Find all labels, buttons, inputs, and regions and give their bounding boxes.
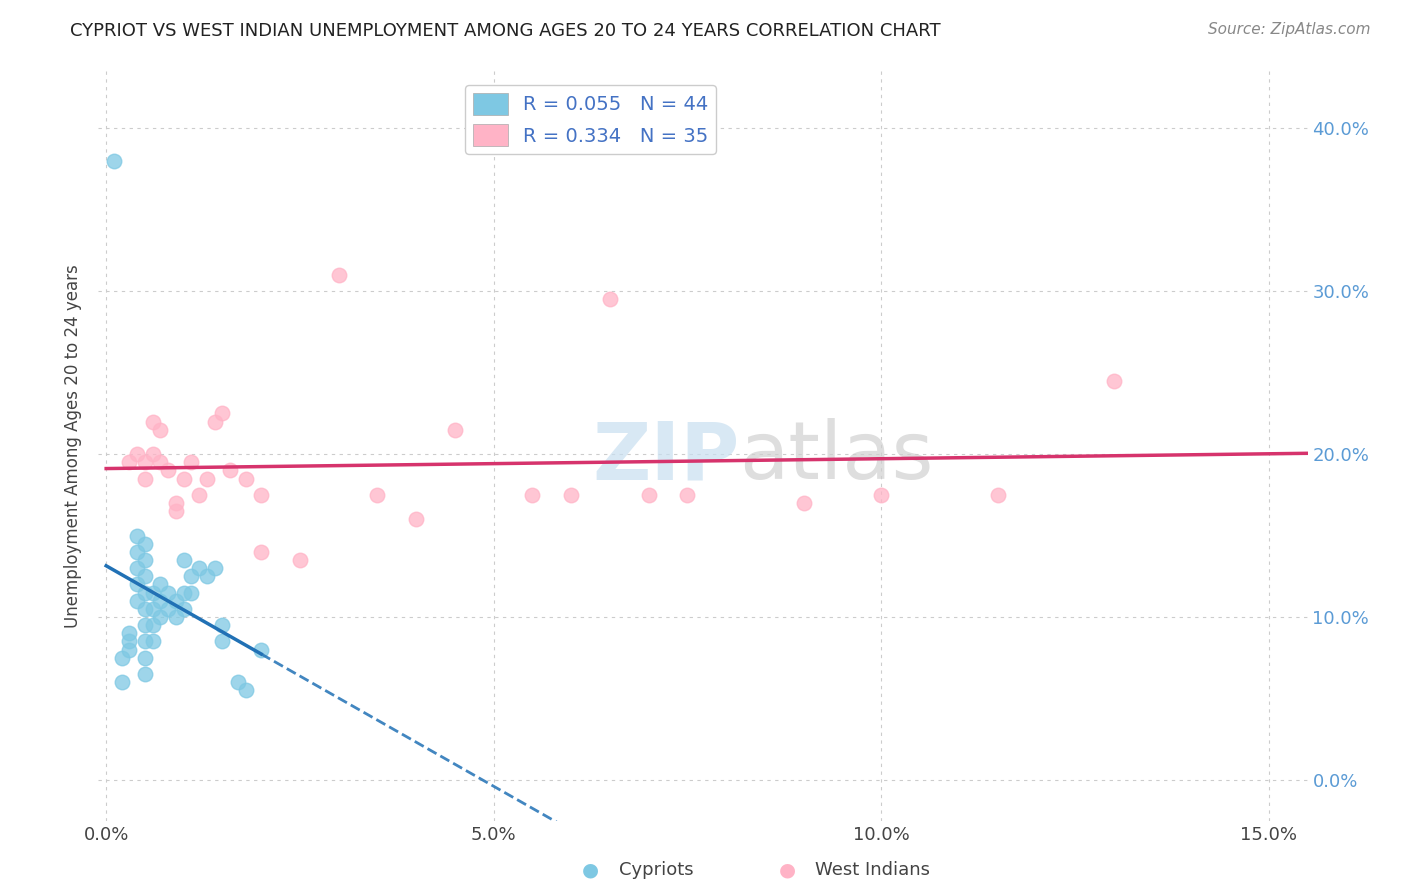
Point xyxy=(235,472,257,486)
Point xyxy=(134,569,156,583)
Text: Source: ZipAtlas.com: Source: ZipAtlas.com xyxy=(1208,22,1371,37)
Point xyxy=(219,463,242,477)
Point xyxy=(522,488,544,502)
Point xyxy=(134,585,156,599)
Point xyxy=(211,618,233,632)
Point xyxy=(173,585,195,599)
Text: Cypriots: Cypriots xyxy=(619,861,693,879)
Text: CYPRIOT VS WEST INDIAN UNEMPLOYMENT AMONG AGES 20 TO 24 YEARS CORRELATION CHART: CYPRIOT VS WEST INDIAN UNEMPLOYMENT AMON… xyxy=(70,22,941,40)
Point xyxy=(165,496,187,510)
Point xyxy=(204,561,226,575)
Text: atlas: atlas xyxy=(740,418,934,496)
Point xyxy=(134,650,156,665)
Point xyxy=(235,683,257,698)
Point xyxy=(986,488,1008,502)
Point xyxy=(211,406,233,420)
Point xyxy=(118,634,141,648)
Point xyxy=(134,472,156,486)
Text: ZIP: ZIP xyxy=(592,418,740,496)
Point xyxy=(142,447,165,461)
Point xyxy=(134,537,156,551)
Point xyxy=(127,447,149,461)
Point xyxy=(226,675,249,690)
Point xyxy=(676,488,699,502)
Point xyxy=(188,488,211,502)
Point xyxy=(188,561,211,575)
Point xyxy=(149,593,172,607)
Point xyxy=(405,512,427,526)
Point xyxy=(288,553,311,567)
Point xyxy=(195,472,218,486)
Point xyxy=(142,602,165,616)
Point xyxy=(118,642,141,657)
Point xyxy=(1102,374,1125,388)
Point xyxy=(111,675,134,690)
Point xyxy=(149,610,172,624)
Point xyxy=(127,593,149,607)
Point xyxy=(118,455,141,469)
Point xyxy=(180,455,202,469)
Point xyxy=(134,455,156,469)
Point xyxy=(173,602,195,616)
Point xyxy=(157,602,180,616)
Point xyxy=(211,634,233,648)
Point xyxy=(870,488,893,502)
Point xyxy=(157,463,180,477)
Point xyxy=(134,667,156,681)
Text: ●: ● xyxy=(779,860,796,880)
Point xyxy=(149,455,172,469)
Point xyxy=(180,569,202,583)
Point xyxy=(165,593,187,607)
Point xyxy=(142,634,165,648)
Point xyxy=(560,488,582,502)
Point xyxy=(195,569,218,583)
Point xyxy=(793,496,815,510)
Point xyxy=(637,488,659,502)
Point xyxy=(127,561,149,575)
Point xyxy=(127,545,149,559)
Point xyxy=(134,602,156,616)
Point xyxy=(142,415,165,429)
Legend: R = 0.055   N = 44, R = 0.334   N = 35: R = 0.055 N = 44, R = 0.334 N = 35 xyxy=(465,85,716,154)
Point xyxy=(118,626,141,640)
Point xyxy=(328,268,350,282)
Point xyxy=(165,610,187,624)
Point xyxy=(142,585,165,599)
Point xyxy=(127,577,149,591)
Point xyxy=(103,153,125,168)
Point xyxy=(173,553,195,567)
Point xyxy=(173,472,195,486)
Point xyxy=(149,423,172,437)
Point xyxy=(165,504,187,518)
Point xyxy=(157,585,180,599)
Point xyxy=(134,618,156,632)
Point xyxy=(250,545,273,559)
Point xyxy=(149,577,172,591)
Point xyxy=(127,528,149,542)
Point xyxy=(142,618,165,632)
Y-axis label: Unemployment Among Ages 20 to 24 years: Unemployment Among Ages 20 to 24 years xyxy=(65,264,83,628)
Text: West Indians: West Indians xyxy=(815,861,931,879)
Point xyxy=(250,488,273,502)
Point xyxy=(134,553,156,567)
Point xyxy=(599,293,621,307)
Point xyxy=(250,642,273,657)
Point xyxy=(134,634,156,648)
Point xyxy=(204,415,226,429)
Point xyxy=(366,488,388,502)
Point xyxy=(444,423,467,437)
Point xyxy=(180,585,202,599)
Point xyxy=(111,650,134,665)
Text: ●: ● xyxy=(582,860,599,880)
